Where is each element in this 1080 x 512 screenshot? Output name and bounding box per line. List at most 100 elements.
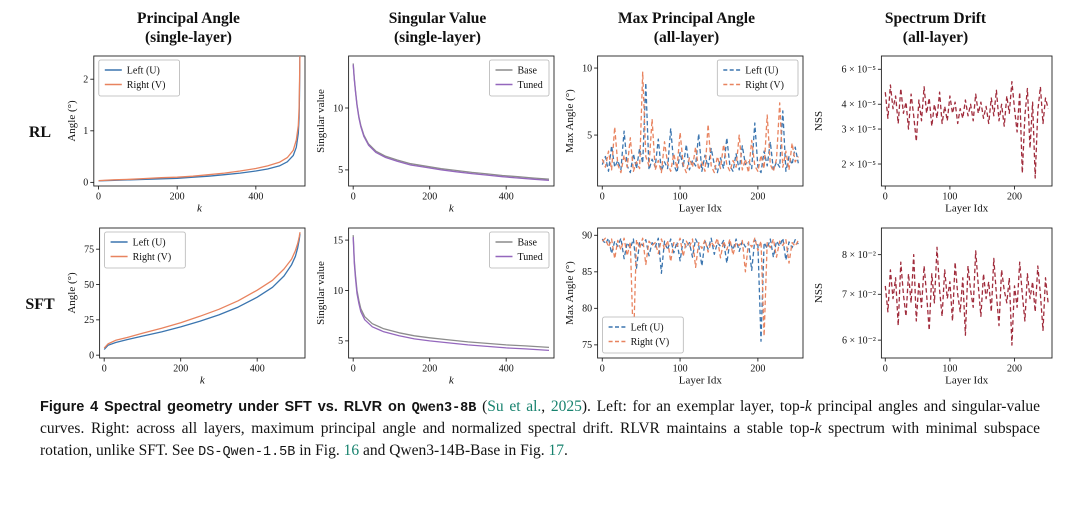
x-tick-label: 0 [600, 191, 605, 202]
axes-frame [99, 227, 306, 359]
y-tick-label: 80 [582, 303, 592, 314]
y-tick-label: 4 × 10⁻⁵ [841, 99, 875, 110]
series-line-left-u- [98, 55, 301, 182]
row-label-rl: RL [28, 123, 52, 141]
y-tick-label: 6 × 10⁻² [842, 335, 876, 346]
figure-4-grid: RL 0 200 400 0 1 2 k Angle (°) Left (U) Right (V)… [18, 49, 1062, 388]
y-tick-label: 5 [587, 130, 592, 141]
column-title-line1: Spectrum Drift [884, 10, 987, 27]
x-tick-label: 0 [351, 191, 356, 202]
column-title-line2: (single-layer) [394, 28, 481, 46]
legend-entry-label: Tuned [518, 80, 543, 91]
x-axis-label: k [197, 202, 203, 214]
chart-rl-spectrum-drift: 0 100 200 2 × 10⁻⁵ 3 × 10⁻⁵ 4 × 10⁻⁵ 6 × 10⁻⁵ L… [813, 49, 1058, 216]
y-tick-label: 0 [83, 178, 88, 189]
legend-box [104, 231, 186, 269]
x-tick-label: 0 [883, 191, 888, 202]
column-title-principal-angle: Principal Angle (single-layer) [66, 6, 311, 48]
axes-frame [348, 227, 555, 359]
y-tick-label: 85 [582, 267, 592, 278]
citation-year-link[interactable]: 2025 [550, 397, 582, 415]
x-tick-label: 400 [499, 363, 514, 374]
x-tick-label: 100 [942, 363, 957, 374]
series-line-right-v- [601, 237, 799, 347]
legend-entry-label: Tuned [518, 252, 543, 263]
citation-link[interactable]: Su et al. [487, 397, 542, 415]
y-tick-label: 3 × 10⁻⁵ [841, 124, 875, 135]
legend: Base Tuned [489, 231, 550, 269]
axes-frame [597, 55, 804, 187]
model-name: Qwen3-8B [411, 400, 477, 416]
x-axis-label: k [200, 374, 206, 386]
x-tick-label: 100 [673, 363, 688, 374]
series-line-right-v- [103, 231, 301, 349]
legend-entry-label: Left (U) [133, 237, 166, 248]
legend-entry-label: Base [518, 65, 538, 76]
y-tick-label: 75 [84, 244, 94, 255]
x-tick-label: 200 [750, 191, 765, 202]
y-tick-label: 8 × 10⁻² [842, 250, 876, 261]
series-line-left-u- [601, 81, 799, 174]
x-tick-label: 400 [250, 363, 265, 374]
y-axis-label: Max Angle (°) [564, 89, 576, 153]
x-tick-label: 200 [750, 363, 765, 374]
x-axis-label: Layer Idx [945, 374, 989, 386]
column-title-line1: Max Principal Angle [618, 10, 755, 27]
y-tick-label: 90 [582, 230, 592, 241]
y-tick-label: 5 [338, 165, 343, 176]
figure-ref-link[interactable]: 17 [548, 441, 565, 459]
series-line-right-v- [601, 71, 799, 174]
math-k: k [804, 397, 812, 415]
chart-sft-singular-value: 0 200 400 5 10 15 k Singular value Base Tuned [315, 221, 560, 388]
x-tick-label: 0 [102, 363, 107, 374]
y-axis-label: Angle (°) [66, 272, 78, 314]
y-axis-label: Angle (°) [66, 100, 78, 142]
legend-box [602, 316, 684, 354]
legend-entry-label: Base [518, 237, 538, 248]
series-line-nss [884, 80, 1049, 179]
legend-box [489, 231, 550, 269]
series-line-right-v- [98, 55, 301, 182]
axes-frame [348, 55, 555, 187]
y-tick-label: 75 [582, 340, 592, 351]
y-tick-label: 10 [333, 286, 343, 297]
legend: Left (U) Right (V) [104, 231, 186, 269]
x-tick-label: 0 [883, 363, 888, 374]
figure-label: Figure 4 [40, 398, 99, 415]
chart-sft-spectrum-drift: 0 100 200 6 × 10⁻² 7 × 10⁻² 8 × 10⁻² Layer Idx… [813, 221, 1058, 388]
column-titles-row: Principal Angle (single-layer) Singular … [18, 6, 1062, 48]
y-tick-label: 25 [84, 315, 94, 326]
y-tick-label: 7 × 10⁻² [842, 289, 876, 300]
chart-rl-max-principal-angle: 0 100 200 5 10 Layer Idx Max Angle (°) Left (U)… [564, 49, 809, 216]
figure-caption: Figure 4 Spectral geometry under SFT vs.… [18, 396, 1062, 462]
legend-entry-label: Left (U) [127, 65, 160, 76]
chart-rl-principal-angle: 0 200 400 0 1 2 k Angle (°) Left (U) Right (V) [66, 49, 311, 216]
figure-ref-link[interactable]: 16 [343, 441, 360, 459]
titles-spacer [18, 6, 62, 48]
y-tick-label: 5 [338, 336, 343, 347]
caption-text: ( [476, 397, 488, 415]
column-title-line2: (single-layer) [145, 28, 232, 46]
x-tick-label: 200 [173, 363, 188, 374]
caption-text: spectrum with minimal subspace rotation,… [40, 419, 1040, 459]
y-axis-label: Max Angle (°) [564, 261, 576, 325]
legend: Left (U) Right (V) [602, 316, 684, 354]
y-axis-label: Singular value [315, 89, 327, 153]
x-tick-label: 200 [1007, 363, 1022, 374]
x-tick-label: 400 [499, 191, 514, 202]
column-title-line2: (all-layer) [653, 28, 720, 46]
axes-frame [880, 227, 1053, 359]
axes-frame [93, 55, 306, 187]
x-axis-label: Layer Idx [945, 202, 989, 214]
caption-text: , [541, 397, 551, 415]
x-tick-label: 200 [422, 191, 437, 202]
y-axis-label: NSS [813, 111, 825, 131]
x-tick-label: 0 [351, 363, 356, 374]
legend-entry-label: Right (V) [745, 80, 784, 91]
chart-sft-principal-angle: 0 200 400 0 25 50 75 k Angle (°) Left (U) Right (V… [66, 221, 311, 388]
legend: Left (U) Right (V) [716, 59, 799, 97]
column-title-line2: (all-layer) [902, 28, 969, 46]
x-tick-label: 200 [170, 191, 185, 202]
legend-entry-label: Left (U) [745, 65, 778, 76]
legend-entry-label: Right (V) [133, 252, 172, 263]
